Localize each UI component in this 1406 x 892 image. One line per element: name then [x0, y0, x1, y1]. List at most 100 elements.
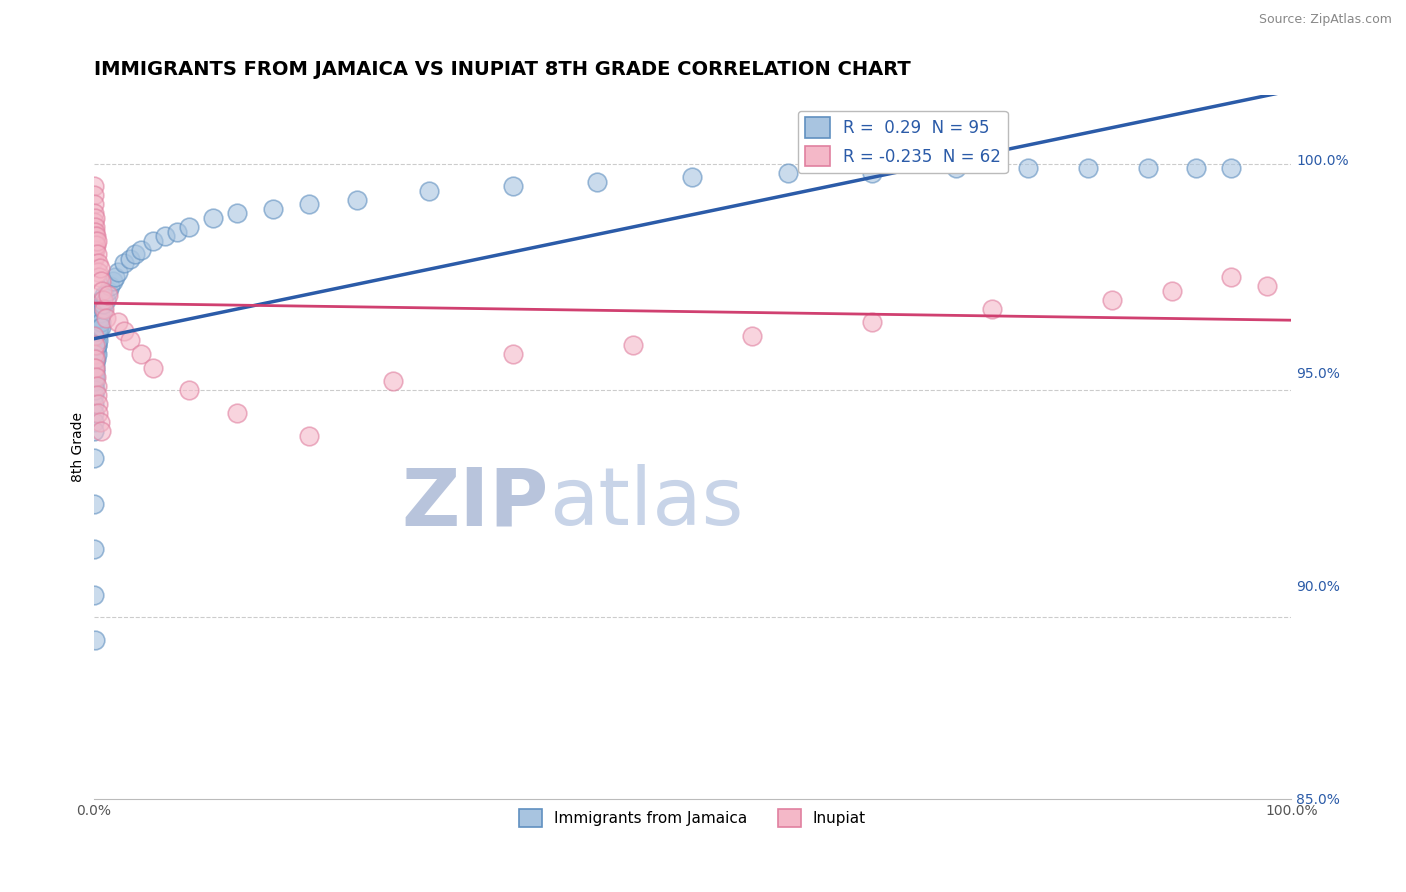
Point [418, 184, 440, 198]
Point [1160, 284, 1182, 298]
Point [84, 238, 107, 252]
Point [87, 310, 110, 325]
Point [83, 588, 105, 602]
Point [83, 206, 105, 220]
Point [83, 329, 105, 343]
Point [83, 188, 105, 202]
Point [87, 265, 110, 279]
Point [97, 284, 120, 298]
Point [118, 252, 141, 266]
Point [83, 451, 105, 466]
Point [83, 360, 105, 375]
Point [87, 325, 110, 339]
Point [90, 275, 112, 289]
Point [83, 197, 105, 211]
Point [83, 234, 105, 248]
Point [86, 319, 108, 334]
Point [98, 279, 121, 293]
Point [112, 256, 135, 270]
Point [382, 374, 405, 388]
Point [131, 243, 153, 257]
Point [90, 424, 112, 438]
Point [226, 406, 249, 420]
Point [585, 175, 607, 189]
Point [83, 343, 105, 357]
Point [118, 334, 141, 348]
Legend: Immigrants from Jamaica, Inupiat: Immigrants from Jamaica, Inupiat [513, 803, 872, 833]
Point [91, 293, 114, 307]
Point [179, 220, 201, 235]
Point [83, 211, 105, 225]
Point [83, 388, 105, 402]
Point [83, 497, 105, 511]
Point [91, 293, 114, 307]
Point [84, 325, 107, 339]
Point [84, 229, 107, 244]
Point [83, 243, 105, 257]
Point [87, 319, 110, 334]
Point [86, 247, 108, 261]
Point [83, 238, 105, 252]
Point [84, 360, 107, 375]
Point [87, 325, 110, 339]
Point [83, 374, 105, 388]
Point [298, 197, 321, 211]
Point [86, 388, 108, 402]
Point [84, 234, 107, 248]
Point [83, 319, 105, 334]
Point [90, 315, 112, 329]
Point [86, 338, 108, 352]
Point [91, 301, 114, 316]
Point [83, 225, 105, 239]
Point [142, 360, 165, 375]
Point [93, 301, 115, 316]
Point [83, 334, 105, 348]
Text: Source: ZipAtlas.com: Source: ZipAtlas.com [1258, 13, 1392, 27]
Point [1077, 161, 1099, 175]
Point [226, 206, 249, 220]
Point [84, 351, 107, 366]
Point [1101, 293, 1123, 307]
Point [87, 256, 110, 270]
Point [83, 384, 105, 398]
Point [83, 329, 105, 343]
Point [83, 406, 105, 420]
Point [83, 179, 105, 194]
Point [83, 369, 105, 384]
Point [93, 288, 115, 302]
Point [86, 379, 108, 393]
Point [84, 369, 107, 384]
Point [83, 397, 105, 411]
Point [83, 220, 105, 235]
Point [262, 202, 284, 216]
Point [346, 193, 368, 207]
Point [1256, 279, 1278, 293]
Point [83, 338, 105, 352]
Point [97, 288, 120, 302]
Point [1136, 161, 1159, 175]
Point [202, 211, 225, 225]
Text: ZIP: ZIP [402, 465, 548, 542]
Point [166, 225, 188, 239]
Point [179, 384, 201, 398]
Point [84, 351, 107, 366]
Point [84, 315, 107, 329]
Point [112, 325, 135, 339]
Point [89, 260, 111, 275]
Point [502, 347, 524, 361]
Point [86, 329, 108, 343]
Point [298, 429, 321, 443]
Point [83, 315, 105, 329]
Point [84, 343, 107, 357]
Point [86, 234, 108, 248]
Point [502, 179, 524, 194]
Point [87, 269, 110, 284]
Point [84, 334, 107, 348]
Text: IMMIGRANTS FROM JAMAICA VS INUPIAT 8TH GRADE CORRELATION CHART: IMMIGRANTS FROM JAMAICA VS INUPIAT 8TH G… [94, 60, 910, 78]
Point [124, 247, 146, 261]
Point [980, 301, 1002, 316]
Point [681, 170, 703, 185]
Point [83, 632, 105, 647]
Point [84, 360, 107, 375]
Point [83, 347, 105, 361]
